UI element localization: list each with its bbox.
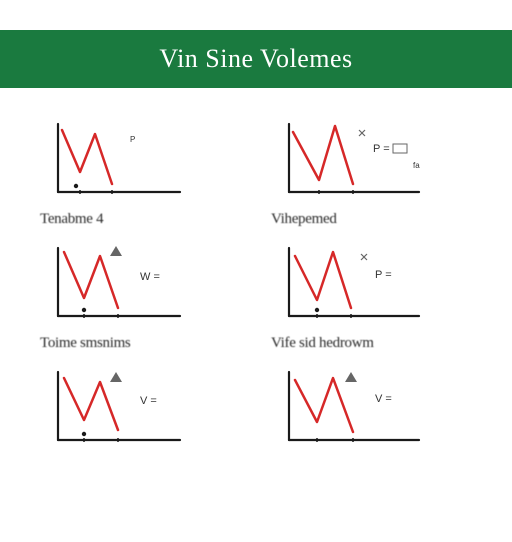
- diagram-caption: Toime smsnims: [40, 335, 241, 352]
- chart-sketch: P = fa: [271, 112, 431, 207]
- svg-text:V =: V =: [140, 395, 157, 407]
- diagram-cell: V =: [40, 360, 241, 476]
- chart-sketch: P: [40, 112, 200, 207]
- svg-text:V =: V =: [375, 393, 392, 405]
- diagram-caption: Vihepemed: [271, 211, 472, 228]
- diagram-caption: Vife sid hedrowm: [271, 335, 472, 352]
- page-title: Vin Sine Volemes: [0, 30, 512, 88]
- diagram-cell: V =: [271, 360, 472, 476]
- diagram-cell: P = fa Vihepemed: [271, 112, 472, 228]
- svg-text:fa: fa: [413, 161, 420, 170]
- diagram-cell: P Tenabme 4: [40, 112, 241, 228]
- svg-text:P =: P =: [375, 269, 392, 281]
- diagram-caption: Tenabme 4: [40, 211, 241, 228]
- chart-sketch: V =: [271, 360, 431, 455]
- diagram-cell: W = Toime smsnims: [40, 236, 241, 352]
- svg-text:P: P: [130, 135, 135, 144]
- chart-sketch: P =: [271, 236, 431, 331]
- chart-sketch: W =: [40, 236, 200, 331]
- chart-sketch: V =: [40, 360, 200, 455]
- svg-text:P =: P =: [373, 143, 390, 155]
- diagram-cell: P = Vife sid hedrowm: [271, 236, 472, 352]
- diagram-grid: P Tenabme 4 P = fa Vihepemed W = Toime smsnims…: [0, 88, 512, 496]
- svg-text:W =: W =: [140, 271, 160, 283]
